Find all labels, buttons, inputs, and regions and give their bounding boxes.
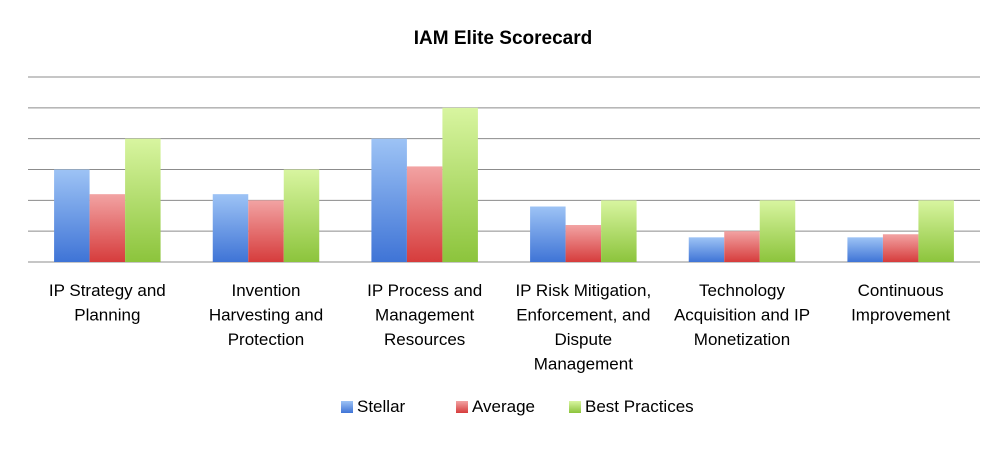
bar-average	[724, 231, 760, 262]
bar-best-practices	[125, 138, 161, 262]
bar-stellar	[371, 138, 407, 262]
bar-best-practices	[759, 200, 796, 262]
bar-average	[565, 225, 602, 262]
legend-label: Stellar	[357, 397, 406, 416]
bar-best-practices	[283, 169, 320, 262]
bar-stellar	[212, 194, 249, 262]
x-axis-labels: IP Strategy and Planning Invention Harvesti…	[49, 281, 951, 374]
legend-swatch-average	[456, 401, 468, 413]
bar-best-practices	[601, 200, 637, 262]
bars	[54, 107, 954, 262]
bar-stellar	[847, 237, 883, 262]
gridlines	[28, 76, 980, 263]
bar-average	[882, 234, 919, 262]
x-tick-label: IP Process and Management Resources	[367, 281, 482, 349]
bar-best-practices	[442, 107, 478, 262]
x-tick-label: Invention Harvesting and Protection	[209, 281, 323, 349]
bar-average	[406, 166, 443, 262]
legend-swatch-stellar	[341, 401, 353, 413]
bar-stellar	[688, 237, 725, 262]
bar-best-practices	[918, 200, 954, 262]
legend-label: Best Practices	[585, 397, 694, 416]
bar-stellar	[54, 169, 90, 262]
legend-label: Average	[472, 397, 535, 416]
x-tick-label: Continuous Improvement	[851, 281, 950, 325]
x-tick-label: IP Strategy and Planning	[49, 281, 166, 325]
chart-title: IAM Elite Scorecard	[414, 28, 592, 49]
x-tick-label: Technology Acquisition and IP Monetization	[674, 281, 810, 349]
bar-stellar	[530, 206, 566, 262]
legend: Stellar Average Best Practices	[341, 397, 694, 416]
x-tick-label: IP Risk Mitigation, Enforcement, and Dispu…	[515, 281, 651, 374]
bar-average	[89, 194, 126, 262]
legend-swatch-best-practices	[569, 401, 581, 413]
bar-average	[248, 200, 284, 262]
